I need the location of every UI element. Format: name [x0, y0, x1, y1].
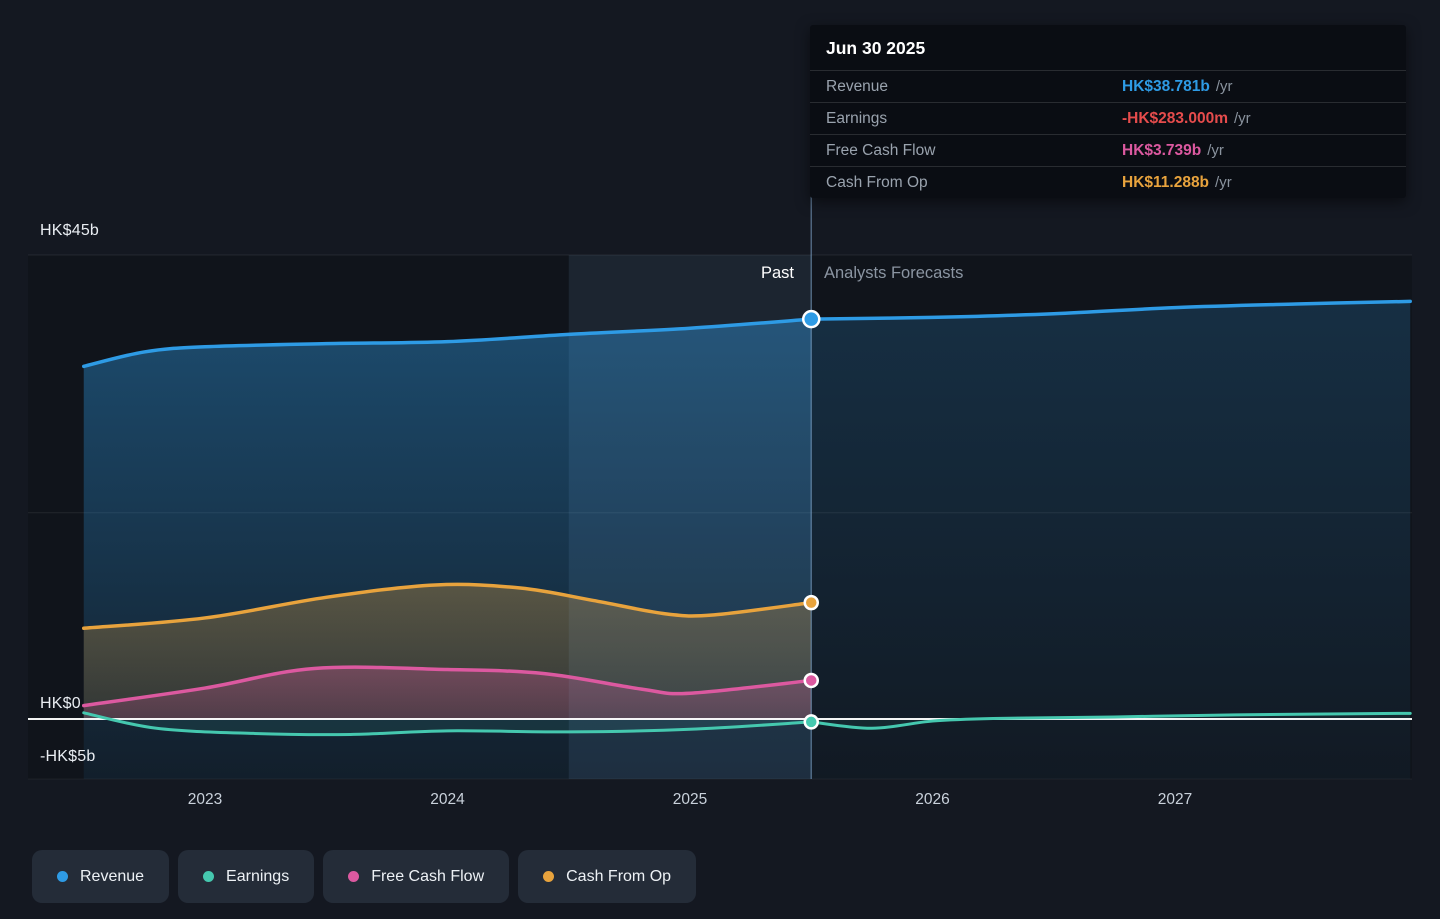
tooltip-row-value: HK$38.781b	[1122, 77, 1210, 95]
legend-item-cash-from-op[interactable]: Cash From Op	[518, 850, 697, 903]
tooltip-row-suffix: /yr	[1215, 174, 1232, 191]
y-axis-label-45b: HK$45b	[40, 222, 100, 239]
legend-item-earnings[interactable]: Earnings	[178, 850, 315, 903]
cash-from-op-dot-icon	[543, 871, 555, 882]
tooltip-row-earnings: Earnings -HK$283.000m /yr	[810, 102, 1406, 134]
y-axis-label-neg5b: -HK$5b	[40, 748, 96, 765]
tooltip-row-free-cash-flow: Free Cash Flow HK$3.739b /yr	[810, 134, 1406, 166]
legend-label: Cash From Op	[566, 867, 672, 885]
tooltip-row-revenue: Revenue HK$38.781b /yr	[810, 70, 1406, 102]
legend-label: Revenue	[80, 867, 145, 885]
tooltip-row-value: HK$11.288b	[1122, 173, 1210, 191]
earnings-dot-icon	[203, 871, 215, 882]
tooltip-row-label: Cash From Op	[826, 173, 928, 191]
free-cash-flow-dot-icon	[348, 871, 360, 882]
forecast-section-label: Analysts Forecasts	[824, 264, 964, 282]
revenue-dot-icon	[57, 871, 68, 882]
y-axis-label-zero: HK$0	[40, 695, 81, 712]
legend-item-free-cash-flow[interactable]: Free Cash Flow	[323, 850, 510, 903]
tooltip-row-label: Earnings	[826, 109, 888, 127]
legend-label: Earnings	[226, 867, 290, 885]
tooltip-row-value: -HK$283.000m	[1122, 109, 1228, 127]
tooltip-row-label: Revenue	[826, 77, 889, 95]
tooltip-row-suffix: /yr	[1233, 110, 1251, 127]
legend: Revenue Earnings Free Cash Flow Cash Fro…	[32, 850, 697, 903]
tooltip-row-cash-from-op: Cash From Op HK$11.288b /yr	[810, 166, 1406, 198]
tooltip-row-value: HK$3.739b	[1122, 141, 1202, 159]
tooltip-row-label: Free Cash Flow	[826, 141, 936, 159]
tooltip-row-suffix: /yr	[1207, 142, 1224, 159]
legend-item-revenue[interactable]: Revenue	[32, 850, 170, 903]
tooltip-date: Jun 30 2025	[826, 38, 926, 58]
tooltip: Jun 30 2025 Revenue HK$38.781b /yr Earni…	[810, 25, 1406, 198]
past-section-label: Past	[760, 264, 794, 282]
legend-label: Free Cash Flow	[371, 867, 485, 885]
tooltip-row-suffix: /yr	[1215, 78, 1233, 95]
